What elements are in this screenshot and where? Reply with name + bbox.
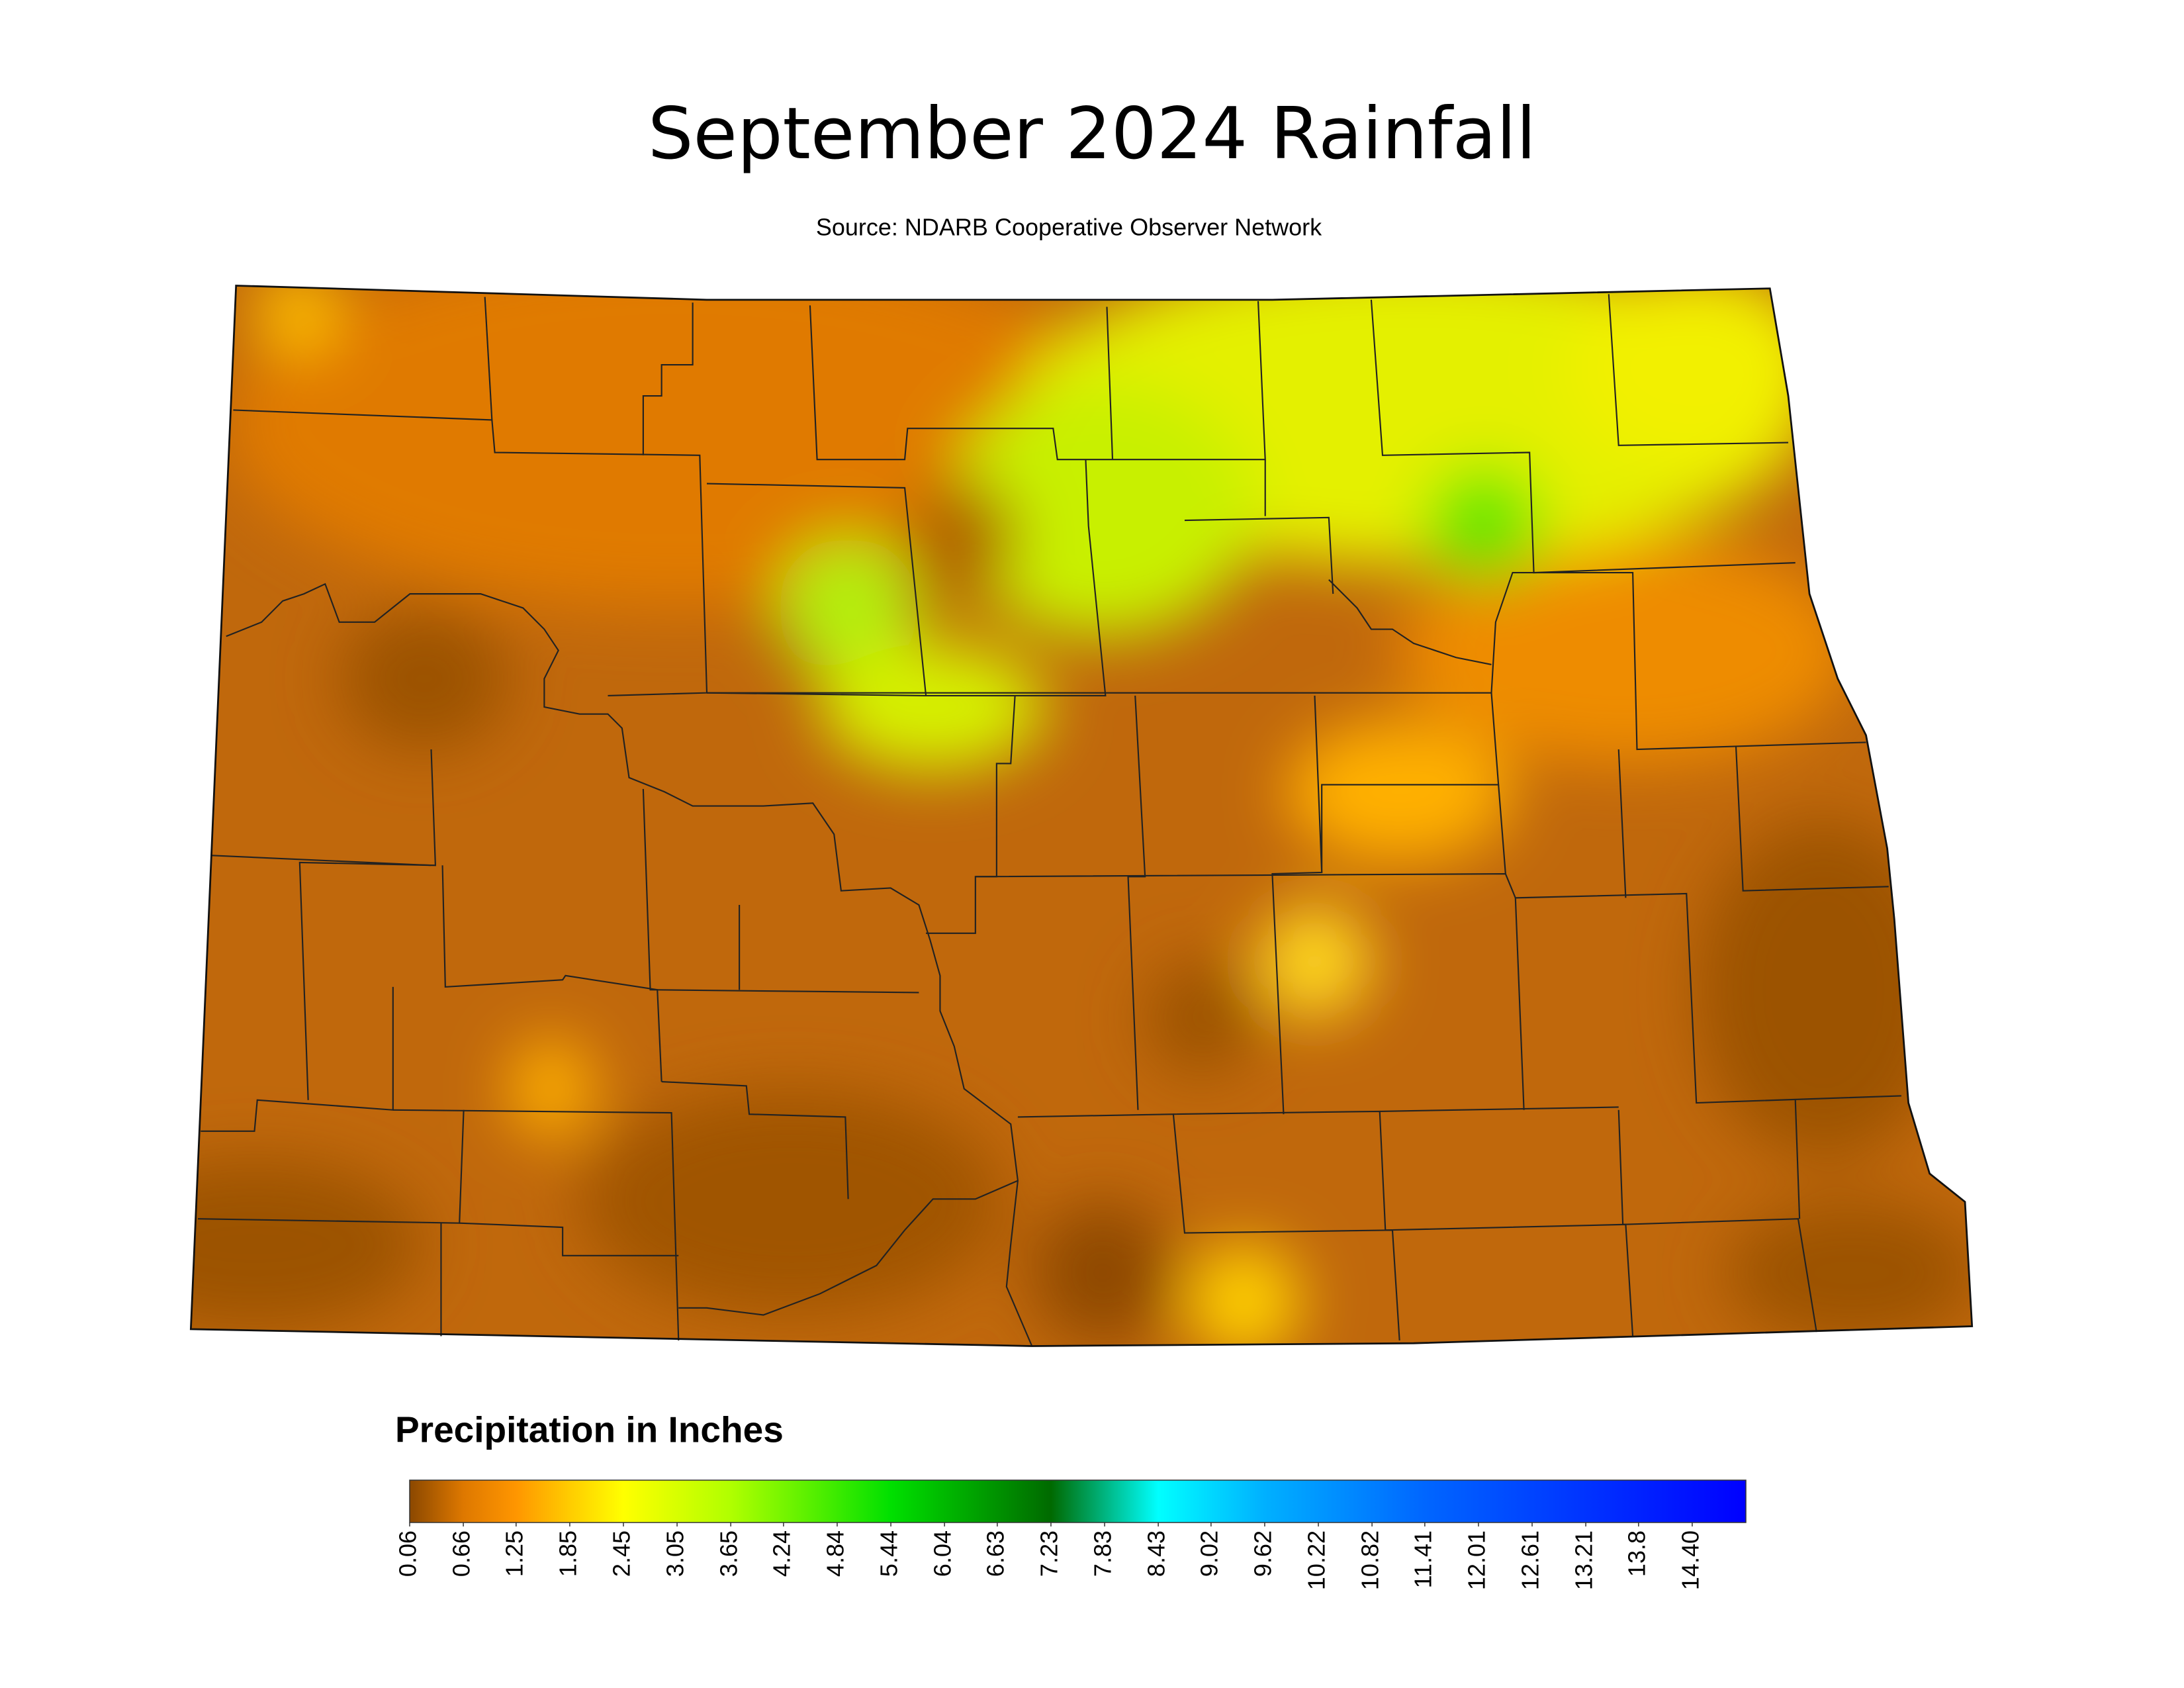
tick-label: 7.83: [1089, 1530, 1116, 1577]
tick-label: 13.21: [1570, 1530, 1598, 1590]
tick-label: 5.44: [876, 1530, 903, 1577]
state-map: [189, 285, 1974, 1347]
title: September 2024 Rainfall: [648, 93, 1536, 175]
tick-label: 12.61: [1517, 1530, 1544, 1590]
tick-label: 4.84: [821, 1530, 848, 1577]
tick-label: 2.45: [608, 1530, 635, 1577]
tick-label: 1.85: [554, 1530, 581, 1577]
legend-title: Precipitation in Inches: [395, 1409, 784, 1450]
color-legend: 0.06 0.66 1.25 1.85 2.45 3.05 3.65 4.24 4.84 5.44…: [394, 1479, 1747, 1590]
tick-label: 12.01: [1463, 1530, 1490, 1590]
tick-label: 4.24: [768, 1530, 795, 1577]
tick-label: 9.62: [1249, 1530, 1276, 1577]
tick-label: 1.25: [500, 1530, 527, 1577]
tick-label: 6.04: [929, 1530, 956, 1577]
tick-label: 9.02: [1195, 1530, 1222, 1577]
tick-label: 6.63: [981, 1530, 1009, 1577]
tick-label: 3.65: [715, 1530, 743, 1577]
color-bar: [409, 1479, 1747, 1523]
tick-label: 3.05: [662, 1530, 689, 1577]
tick-label: 11.41: [1409, 1530, 1436, 1588]
county-lines: [198, 294, 1901, 1346]
tick-label: 7.23: [1035, 1530, 1062, 1577]
tick-label: 0.06: [394, 1530, 422, 1577]
tick-label: 10.82: [1357, 1530, 1384, 1590]
tick-label: 0.66: [448, 1530, 475, 1577]
tick-label: 8.43: [1143, 1530, 1170, 1577]
tick-label: 13.8: [1623, 1530, 1650, 1577]
tick-label: 10.22: [1303, 1530, 1330, 1590]
state-outline: [189, 285, 1974, 1347]
subtitle: Source: NDARB Cooperative Observer Netwo…: [816, 214, 1322, 241]
rainfall-field: [191, 285, 1972, 1346]
tick-label: 14.40: [1676, 1530, 1704, 1590]
